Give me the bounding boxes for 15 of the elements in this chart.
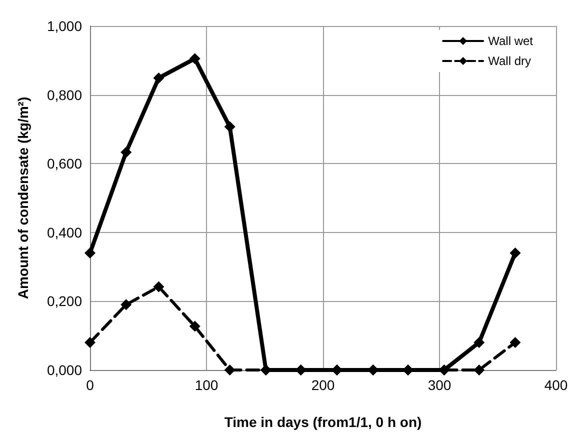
y-tick-label: 0,400 xyxy=(46,224,82,240)
y-axis-title: Amount of condensate (kg/m²) xyxy=(15,96,31,300)
x-tick-label: 0 xyxy=(86,377,94,393)
y-tick-label: 0,000 xyxy=(46,362,82,378)
x-tick-label: 400 xyxy=(544,377,568,393)
legend-label: Wall dry xyxy=(488,54,531,68)
x-axis-title: Time in days (from1/1, 0 h on) xyxy=(224,414,422,430)
legend-label: Wall wet xyxy=(488,34,534,48)
y-tick-label: 0,600 xyxy=(46,156,82,172)
x-tick-label: 300 xyxy=(428,377,452,393)
y-tick-label: 1,000 xyxy=(46,18,82,34)
y-tick-label: 0,800 xyxy=(46,86,82,103)
x-tick-label: 200 xyxy=(311,377,335,393)
y-tick-label: 0,200 xyxy=(46,293,82,310)
x-tick-label: 100 xyxy=(194,377,218,393)
